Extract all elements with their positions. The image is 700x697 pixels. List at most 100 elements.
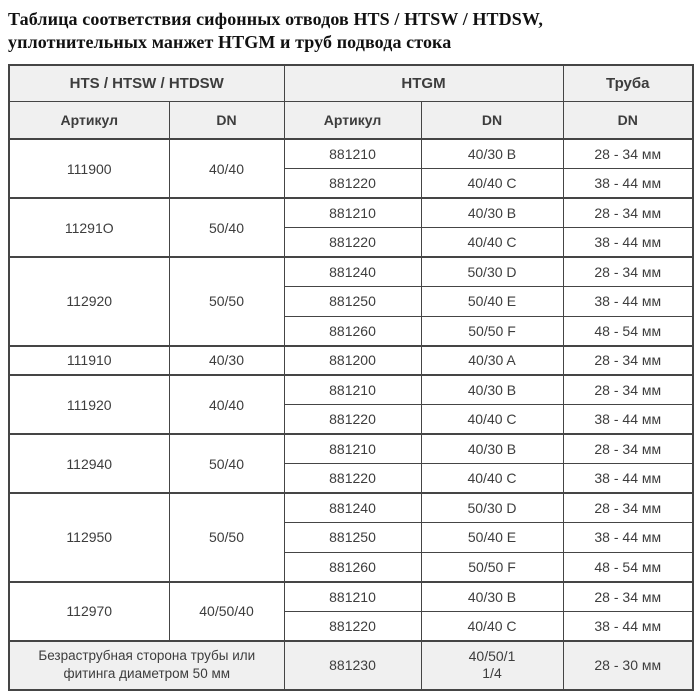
htgm-article-cell: 881260	[283, 551, 422, 583]
hts-dn-cell: 50/50	[168, 492, 285, 583]
pipe-dn-cell: 28 - 34 мм	[562, 344, 694, 376]
table-row: 111910 40/30 881200 40/30 A 28 - 34 мм	[8, 344, 694, 376]
htgm-article-cell: 881210	[283, 374, 422, 406]
table-row: 881220 40/40 C 38 - 44 мм	[9, 404, 694, 435]
hts-dn-cell: 40/40	[168, 374, 285, 435]
pipe-dn-cell: 38 - 44 мм	[562, 286, 694, 317]
hts-article-cell: 11291O	[8, 197, 170, 258]
htgm-dn-cell: 40/30 B	[420, 433, 564, 465]
htgm-article-cell: 881250	[283, 286, 422, 317]
pipe-dn-cell: 48 - 54 мм	[562, 315, 694, 347]
table-row: 111900 40/40 881210 40/30 B 28 - 34 мм	[8, 138, 694, 199]
table-row: 881220 40/40 C 38 - 44 мм	[9, 610, 694, 642]
htgm-article-cell: 881210	[283, 580, 422, 612]
htgm-dn-cell: 40/30 A	[420, 344, 564, 376]
pipe-dn-cell: 28 - 34 мм	[562, 138, 694, 170]
htgm-article-cell: 881220	[283, 610, 422, 642]
htgm-dn-cell: 40/40 C	[420, 463, 564, 494]
htgm-dn-cell: 40/30 B	[420, 580, 564, 612]
table-row: 881220 40/40 C 38 - 44 мм	[9, 227, 694, 258]
htgm-article-cell: 881220	[283, 404, 422, 435]
header-group-row: HTS / HTSW / HTDSW HTGM Труба	[8, 64, 694, 102]
htgm-article-cell: 881210	[283, 138, 422, 170]
hts-dn-cell: 50/40	[168, 433, 285, 494]
hts-dn-cell: 40/30	[168, 344, 285, 376]
table-body: 111900 40/40 881210 40/30 B 28 - 34 мм 881220…	[8, 138, 694, 691]
htgm-dn-cell: 50/30 D	[420, 492, 564, 524]
header-htgm-group: HTGM	[283, 64, 564, 102]
htgm-dn-cell: 40/30 B	[420, 374, 564, 406]
hts-article-cell: 112950	[8, 492, 170, 583]
htgm-article-cell: 881220	[283, 463, 422, 494]
pipe-dn-cell: 38 - 44 мм	[562, 227, 694, 258]
pipe-dn-cell: 28 - 34 мм	[562, 580, 694, 612]
pipe-dn-cell: 28 - 34 мм	[562, 256, 694, 288]
hts-article-cell: 111910	[8, 344, 170, 376]
table-row: 881250 50/40 E 38 - 44 мм	[9, 286, 694, 317]
htgm-article-cell: 881250	[283, 522, 422, 553]
pipe-dn-cell: 48 - 54 мм	[562, 551, 694, 583]
table-row: 881220 40/40 C 38 - 44 мм	[9, 463, 694, 494]
table-row: 881220 40/40 C 38 - 44 мм	[9, 168, 694, 199]
pipe-dn-cell: 28 - 34 мм	[562, 197, 694, 229]
pipe-dn-cell: 38 - 44 мм	[562, 610, 694, 642]
htgm-article-cell: 881240	[283, 256, 422, 288]
header-hts-group: HTS / HTSW / HTDSW	[8, 64, 285, 102]
header-htgm-article: Артикул	[283, 100, 422, 140]
htgm-article-cell: 881220	[283, 168, 422, 199]
pipe-dn-cell: 38 - 44 мм	[562, 168, 694, 199]
table-row: 11291O 50/40 881210 40/30 B 28 - 34 мм	[8, 197, 694, 258]
hts-article-cell: 112940	[8, 433, 170, 494]
htgm-dn-cell: 40/30 B	[420, 138, 564, 170]
header-pipe-group: Труба	[562, 64, 694, 102]
pipe-dn-cell: 38 - 44 мм	[562, 404, 694, 435]
hts-dn-cell: 50/40	[168, 197, 285, 258]
htgm-article-cell: 881210	[283, 197, 422, 229]
htgm-article-cell: 881240	[283, 492, 422, 524]
htgm-article-cell: 881230	[283, 639, 422, 691]
table-footer-row: Безраструбная сторона трубы или фитинга …	[8, 639, 694, 691]
table-row: 881250 50/40 E 38 - 44 мм	[9, 522, 694, 553]
pipe-dn-cell: 28 - 34 мм	[562, 492, 694, 524]
htgm-article-cell: 881220	[283, 227, 422, 258]
htgm-dn-cell: 50/40 E	[420, 522, 564, 553]
hts-dn-cell: 50/50	[168, 256, 285, 347]
page-title: Таблица соответствия сифонных отводов HT…	[8, 9, 543, 53]
header-sub-row: Артикул DN Артикул DN DN	[8, 100, 694, 140]
header-hts-article: Артикул	[8, 100, 170, 140]
pipe-dn-cell: 38 - 44 мм	[562, 522, 694, 553]
correspondence-table: HTS / HTSW / HTDSW HTGM Труба Артикул DN…	[8, 64, 695, 691]
pipe-dn-cell: 28 - 30 мм	[562, 639, 694, 691]
htgm-dn-cell: 50/50 F	[420, 315, 564, 347]
pipe-dn-cell: 28 - 34 мм	[562, 433, 694, 465]
hts-article-cell: 112970	[8, 580, 170, 642]
hts-article-cell: 111900	[8, 138, 170, 199]
table-header: HTS / HTSW / HTDSW HTGM Труба Артикул DN…	[8, 64, 694, 140]
table-row: 112940 50/40 881210 40/30 B 28 - 34 мм	[8, 433, 694, 494]
header-htgm-dn: DN	[420, 100, 564, 140]
footer-label-cell: Безраструбная сторона трубы или фитинга …	[8, 639, 285, 691]
header-pipe-dn: DN	[562, 100, 694, 140]
htgm-article-cell: 881210	[283, 433, 422, 465]
htgm-dn-cell: 40/40 C	[420, 168, 564, 199]
htgm-dn-cell: 40/30 B	[420, 197, 564, 229]
pipe-dn-cell: 38 - 44 мм	[562, 463, 694, 494]
htgm-dn-cell: 50/40 E	[420, 286, 564, 317]
htgm-dn-cell: 40/40 C	[420, 404, 564, 435]
table-row: 881260 50/50 F 48 - 54 мм	[9, 315, 694, 347]
htgm-article-cell: 881260	[283, 315, 422, 347]
hts-dn-cell: 40/40	[168, 138, 285, 199]
table-row: 112970 40/50/40 881210 40/30 B 28 - 34 мм	[8, 580, 694, 642]
table-row: 112920 50/50 881240 50/30 D 28 - 34 мм	[8, 256, 694, 347]
htgm-dn-cell: 40/40 C	[420, 227, 564, 258]
hts-dn-cell: 40/50/40	[168, 580, 285, 642]
htgm-article-cell: 881200	[283, 344, 422, 376]
htgm-dn-cell: 50/30 D	[420, 256, 564, 288]
pipe-dn-cell: 28 - 34 мм	[562, 374, 694, 406]
table-row: 881260 50/50 F 48 - 54 мм	[9, 551, 694, 583]
header-hts-dn: DN	[168, 100, 285, 140]
table-row: 112950 50/50 881240 50/30 D 28 - 34 мм	[8, 492, 694, 583]
hts-article-cell: 111920	[8, 374, 170, 435]
htgm-dn-cell: 50/50 F	[420, 551, 564, 583]
